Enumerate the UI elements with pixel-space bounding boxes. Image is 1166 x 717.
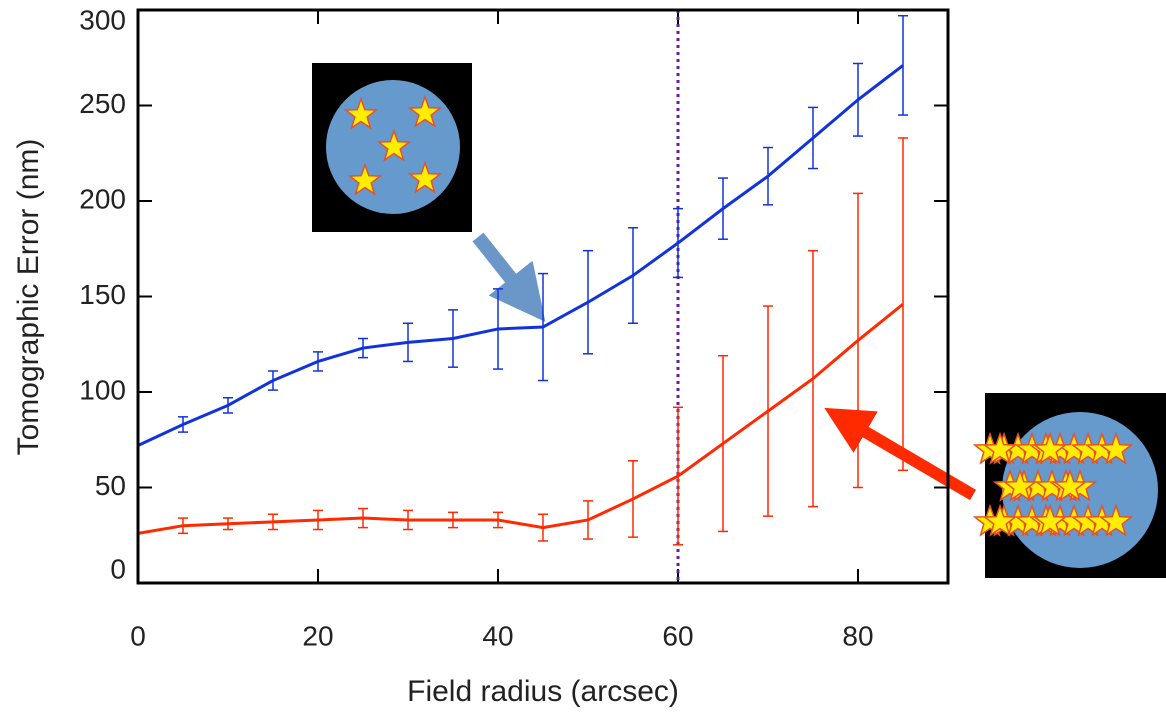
inset-few-stars [312, 63, 472, 232]
y-tick-label: 300 [79, 4, 126, 35]
y-tick-label: 100 [79, 374, 126, 405]
x-tick-label: 60 [662, 620, 693, 651]
x-tick-label: 80 [842, 620, 873, 651]
y-tick-label: 50 [95, 470, 126, 501]
arrow [824, 407, 977, 501]
y-tick-label: 150 [79, 279, 126, 310]
line-series [137, 64, 904, 447]
x-tick-label: 0 [130, 620, 146, 651]
line-series [137, 302, 904, 535]
y-tick-label: 0 [110, 553, 126, 584]
x-tick-label: 20 [302, 620, 333, 651]
arrow [472, 232, 546, 322]
y-axis-label: Tomographic Error (nm) [12, 139, 45, 456]
inset-many-stars [974, 393, 1166, 578]
x-axis-label: Field radius (arcsec) [407, 675, 679, 708]
y-tick-label: 250 [79, 88, 126, 119]
y-tick-label: 200 [79, 183, 126, 214]
plot-frame [136, 8, 950, 585]
x-tick-label: 40 [482, 620, 513, 651]
